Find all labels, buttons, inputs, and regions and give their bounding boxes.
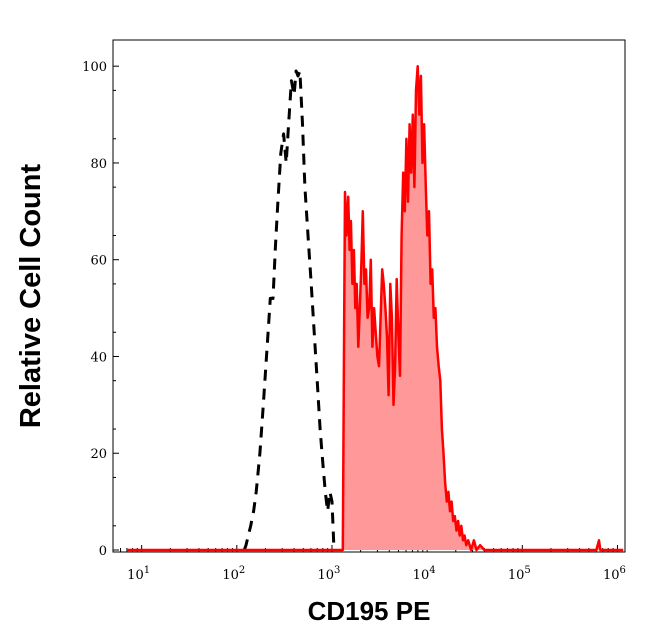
y-tick-label: 60 xyxy=(90,254,107,269)
series-outline-line xyxy=(126,64,624,552)
x-tick-label: 103 xyxy=(318,565,341,583)
y-tick-label: 40 xyxy=(90,350,107,365)
series-group xyxy=(126,64,624,552)
series-dashed-line xyxy=(242,69,336,551)
x-tick-label: 104 xyxy=(413,565,436,583)
x-tick-label: 102 xyxy=(222,565,245,583)
x-tick-label: 101 xyxy=(127,565,150,583)
x-tick-label: 106 xyxy=(603,565,626,583)
x-axis-label: CD195 PE xyxy=(308,596,431,626)
x-tick-label: 105 xyxy=(508,565,531,583)
y-axis-label: Relative Cell Count xyxy=(15,164,47,429)
y-tick-label: 0 xyxy=(99,544,107,559)
series-fill-area xyxy=(126,66,624,550)
y-tick-label: 100 xyxy=(82,60,107,75)
y-tick-label: 80 xyxy=(90,157,107,172)
y-axis-ticks: 0 20 40 60 80 100 xyxy=(82,60,119,559)
y-tick-label: 20 xyxy=(90,447,107,462)
